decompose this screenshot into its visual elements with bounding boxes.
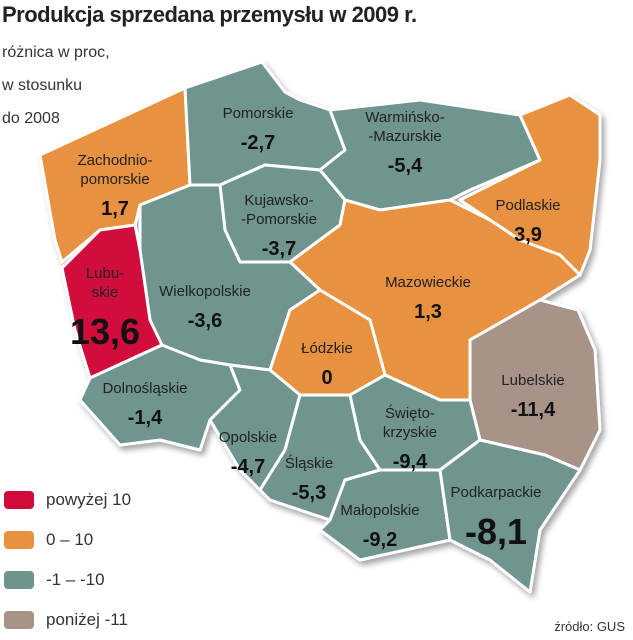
region-name: Małopolskie	[340, 502, 419, 519]
region-name: Opolskie	[219, 429, 277, 446]
legend-swatch	[4, 611, 34, 629]
legend-item: poniżej -11	[4, 600, 131, 640]
map-title: Produkcja sprzedana przemysłu w 2009 r.	[2, 2, 417, 27]
region-name: Śląskie	[285, 454, 333, 472]
region-name: krzyskie	[383, 424, 437, 441]
legend-swatch	[4, 531, 34, 549]
region-value: -5,4	[388, 155, 423, 177]
region-value: -3,7	[262, 238, 296, 260]
subtitle-line: do 2008	[2, 110, 60, 127]
legend-swatch	[4, 571, 34, 589]
region-value: -4,7	[231, 456, 265, 478]
region-name: Podkarpackie	[451, 484, 542, 501]
region-name: -Pomorskie	[241, 211, 317, 228]
region-value: -9,4	[393, 451, 428, 473]
legend-swatch	[4, 491, 34, 509]
region-value: 3,9	[514, 224, 542, 246]
subtitle-line: w stosunku	[2, 77, 83, 94]
legend: powyżej 10 0 – 10 -1 – -10 poniżej -11	[4, 480, 131, 640]
region-value: 1,3	[414, 301, 442, 323]
region-name: skie	[92, 284, 119, 301]
legend-item: powyżej 10	[4, 480, 131, 520]
region-name: Mazowieckie	[385, 274, 471, 291]
region-name: Kujawsko-	[244, 192, 313, 209]
region-name: Lubu-	[86, 265, 124, 282]
region-name: Wielkopolskie	[159, 283, 251, 300]
region-value: -1,4	[128, 407, 163, 429]
legend-label: powyżej 10	[46, 490, 132, 509]
region-name: Święto-	[385, 404, 435, 422]
region-value: -3,6	[188, 310, 222, 332]
region-name: Podlaskie	[495, 197, 560, 214]
region-value: 1,7	[101, 198, 129, 220]
legend-label: poniżej -11	[46, 610, 128, 629]
region-value: 13,6	[70, 311, 140, 352]
subtitle-line: różnica w proc,	[2, 44, 110, 61]
region-podkarpackie	[438, 438, 582, 594]
region-value: -11,4	[511, 399, 556, 421]
legend-item: 0 – 10	[4, 520, 131, 560]
legend-label: 0 – 10	[46, 530, 94, 549]
region-name: Warmińsko-	[365, 109, 444, 126]
region-name: Dolnośląskie	[102, 380, 187, 397]
legend-label: -1 – -10	[46, 570, 105, 589]
source-note: źródło: GUS	[554, 619, 625, 634]
region-value: -9,2	[363, 529, 397, 551]
region-value: -8,1	[465, 511, 527, 552]
region-name: pomorskie	[80, 171, 149, 188]
region-value: -5,3	[292, 482, 326, 504]
region-name: Zachodnio-	[77, 152, 152, 169]
legend-item: -1 – -10	[4, 560, 131, 600]
region-value: 0	[321, 367, 332, 389]
region-value: -2,7	[241, 132, 275, 154]
region-name: Łódzkie	[301, 340, 353, 357]
region-name: Pomorskie	[223, 105, 294, 122]
region-name: Lubelskie	[501, 372, 564, 389]
region-name: -Mazurskie	[368, 128, 441, 145]
region-lubuskie	[60, 223, 164, 380]
